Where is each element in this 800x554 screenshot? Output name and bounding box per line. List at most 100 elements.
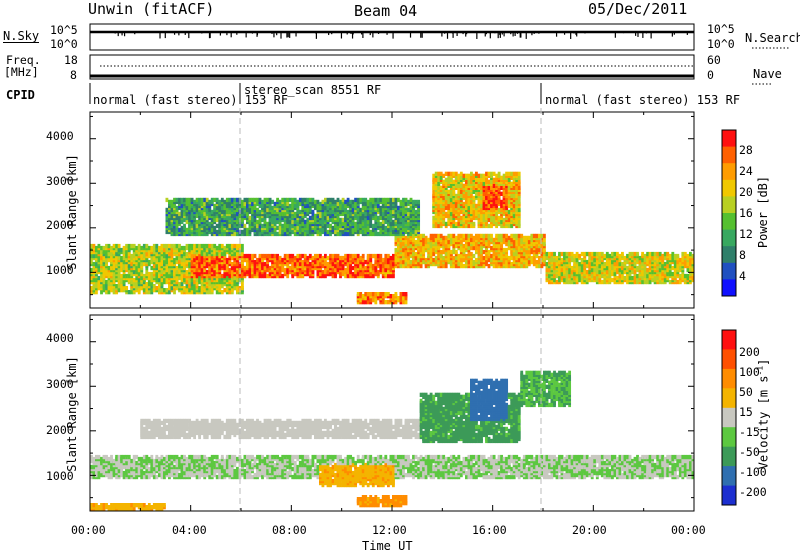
heatmap-cell	[369, 271, 373, 277]
heatmap-cell	[381, 197, 385, 203]
heatmap-cell	[213, 211, 217, 217]
power-cbar-tick-28: 28	[739, 143, 753, 157]
heatmap-cell	[356, 253, 360, 259]
heatmap-cell	[208, 211, 212, 217]
heatmap-cell	[215, 205, 219, 211]
heatmap-cell	[266, 207, 270, 213]
heatmap-cell	[457, 253, 461, 259]
heatmap-cell	[102, 288, 106, 293]
heatmap-cell	[359, 207, 363, 213]
heatmap-cell	[241, 273, 244, 279]
heatmap-cell	[442, 255, 446, 261]
heatmap-cell	[107, 265, 111, 271]
heatmap-cell	[298, 219, 302, 225]
heatmap-cell	[457, 233, 461, 239]
heatmap-cell	[444, 211, 448, 217]
heatmap-cell	[575, 265, 579, 271]
heatmap-cell	[487, 249, 491, 255]
heatmap-cell	[175, 205, 179, 211]
heatmap-cell	[193, 243, 197, 249]
heatmap-cell	[314, 199, 317, 205]
heatmap-cell	[155, 273, 159, 279]
heatmap-cell	[175, 197, 179, 203]
heatmap-cell	[314, 225, 317, 231]
heatmap-cell	[175, 265, 179, 271]
heatmap-cell	[228, 249, 232, 255]
heatmap-cell	[258, 253, 262, 259]
heatmap-cell	[115, 243, 119, 249]
heatmap-cell	[261, 223, 264, 229]
heatmap-cell	[246, 197, 249, 203]
heatmap-cell	[359, 292, 363, 297]
heatmap-cell	[190, 197, 194, 203]
heatmap-cell	[203, 243, 207, 249]
heatmap-cell	[472, 245, 476, 251]
heatmap-cell	[170, 207, 174, 213]
heatmap-cell	[195, 267, 199, 273]
heatmap-cell	[256, 271, 259, 277]
heatmap-cell	[346, 265, 350, 271]
heatmap-cell	[414, 209, 418, 215]
heatmap-cell	[389, 209, 393, 215]
heatmap-cell	[256, 197, 259, 203]
heatmap-cell	[293, 231, 297, 237]
heatmap-cell	[246, 231, 249, 237]
heatmap-cell	[261, 261, 264, 267]
heatmap-cell	[462, 233, 466, 239]
heatmap-cell	[215, 290, 219, 295]
heatmap-cell	[261, 217, 264, 223]
heatmap-cell	[253, 265, 257, 271]
heatmap-cell	[326, 261, 330, 267]
heatmap-cell	[175, 229, 179, 235]
heatmap-cell	[573, 253, 577, 259]
heatmap-cell	[308, 253, 312, 259]
heatmap-cell	[125, 243, 129, 249]
heatmap-cell	[392, 273, 395, 279]
heatmap-cell	[132, 243, 136, 249]
heatmap-cell	[238, 251, 242, 257]
heatmap-cell	[203, 257, 207, 263]
heatmap-cell	[276, 253, 280, 259]
heatmap-cell	[145, 288, 149, 293]
heatmap-cell	[321, 255, 325, 261]
velocity-cbar-tick-200: 200	[739, 345, 760, 359]
heatmap-cell	[369, 223, 373, 229]
heatmap-cell	[507, 217, 511, 223]
heatmap-cell	[100, 290, 103, 295]
heatmap-cell	[278, 221, 282, 227]
heatmap-cell	[291, 261, 295, 267]
heatmap-cell	[90, 259, 93, 265]
heatmap-cell	[432, 177, 436, 182]
heatmap-cell	[459, 253, 463, 259]
heatmap-cell	[366, 215, 370, 221]
heatmap-cell	[321, 221, 325, 227]
heatmap-cell	[346, 253, 350, 259]
heatmap-cell	[223, 209, 227, 215]
heatmap-cell	[120, 288, 124, 293]
heatmap-cell	[374, 300, 378, 305]
xtick-4: 16:00	[472, 523, 507, 537]
heatmap-cell	[215, 229, 219, 235]
heatmap-cell	[208, 221, 212, 227]
heatmap-cell	[512, 243, 516, 249]
heatmap-cell	[147, 249, 151, 255]
heatmap-cell	[467, 237, 471, 243]
heatmap-cell	[321, 269, 325, 275]
heatmap-cell	[306, 221, 310, 227]
heatmap-cell	[535, 243, 539, 249]
heatmap-cell	[371, 227, 375, 233]
heatmap-cell	[130, 261, 134, 267]
heatmap-cell	[321, 227, 325, 233]
heatmap-cell	[500, 255, 504, 261]
heatmap-cell	[565, 273, 569, 279]
heatmap-cell	[344, 213, 348, 219]
heatmap-cell	[288, 265, 292, 271]
heatmap-cell	[158, 245, 161, 251]
heatmap-cell	[205, 251, 209, 257]
heatmap-cell	[369, 253, 373, 259]
heatmap-cell	[349, 263, 353, 269]
heatmap-cell	[485, 171, 488, 176]
heatmap-cell	[442, 179, 446, 184]
heatmap-cell	[95, 281, 98, 287]
heatmap-cell	[349, 225, 353, 231]
